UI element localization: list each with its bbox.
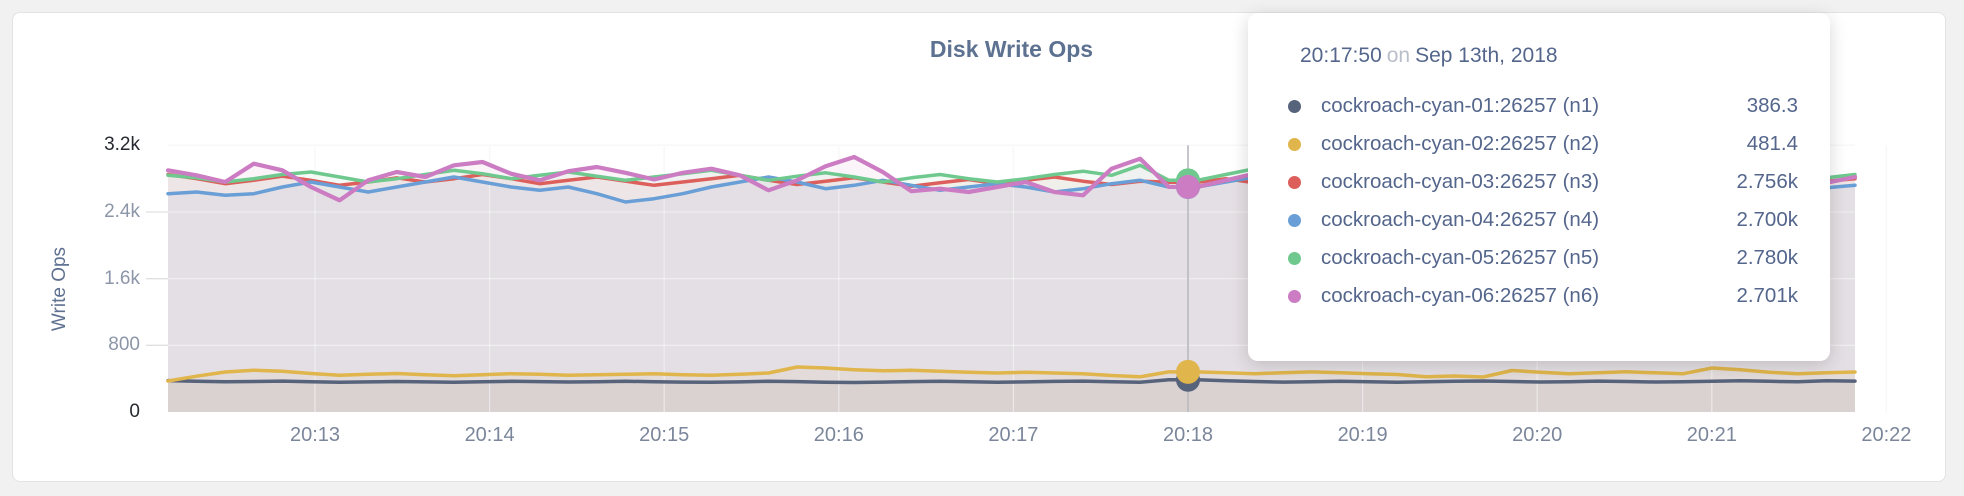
tooltip-on-word: on xyxy=(1386,44,1411,67)
tooltip-timestamp: 20:17:50 on Sep 13th, 2018 xyxy=(1300,41,1814,71)
series-color-dot-icon xyxy=(1288,175,1301,189)
x-tick-label: 20:14 xyxy=(464,424,515,446)
tooltip-series-row: cockroach-cyan-02:26257 (n2) 481.4 xyxy=(1288,125,1814,163)
y-tick-label: 3.2k xyxy=(104,134,140,156)
x-tick-label: 20:13 xyxy=(289,424,341,446)
series-value: 2.756k xyxy=(1736,170,1798,193)
y-tick-label: 0 xyxy=(129,401,140,422)
tooltip-series-row: cockroach-cyan-03:26257 (n3) 2.756k xyxy=(1288,163,1814,201)
x-tick-label: 20:22 xyxy=(1861,424,1912,446)
series-value: 2.701k xyxy=(1736,284,1798,307)
tooltip-series-list: cockroach-cyan-01:26257 (n1) 386.3 cockroa… xyxy=(1288,87,1814,315)
x-tick-label: 20:16 xyxy=(813,424,864,446)
y-tick-label: 2.4k xyxy=(104,201,140,222)
series-line-n1 xyxy=(166,378,1857,385)
chart-title: Disk Write Ops xyxy=(929,36,1094,62)
series-value: 2.700k xyxy=(1736,208,1798,231)
series-color-dot-icon xyxy=(1288,289,1301,303)
y-tick-label: 800 xyxy=(108,334,140,356)
series-color-dot-icon xyxy=(1288,213,1301,227)
series-value: 481.4 xyxy=(1746,132,1798,155)
tooltip-series-row: cockroach-cyan-05:26257 (n5) 2.780k xyxy=(1288,239,1814,277)
tooltip-series-row: cockroach-cyan-06:26257 (n6) 2.701k xyxy=(1288,277,1814,315)
series-area-n1 xyxy=(168,379,1855,412)
x-tick-label: 20:19 xyxy=(1337,424,1388,446)
tooltip-time: 20:17:50 xyxy=(1300,44,1382,67)
hover-dot-n6 xyxy=(1176,174,1200,199)
series-name: cockroach-cyan-02:26257 (n2) xyxy=(1321,132,1600,155)
series-name: cockroach-cyan-03:26257 (n3) xyxy=(1321,170,1600,193)
tooltip-date: Sep 13th, 2018 xyxy=(1415,44,1558,67)
tooltip-series-row: cockroach-cyan-01:26257 (n1) 386.3 xyxy=(1288,87,1814,125)
x-tick-label: 20:21 xyxy=(1686,424,1737,446)
hover-dot-n2 xyxy=(1176,359,1200,384)
series-color-dot-icon xyxy=(1288,251,1301,265)
series-name: cockroach-cyan-06:26257 (n6) xyxy=(1321,284,1600,307)
series-name: cockroach-cyan-05:26257 (n5) xyxy=(1321,246,1600,269)
series-value: 2.780k xyxy=(1736,246,1798,269)
x-tick-label: 20:17 xyxy=(988,424,1039,446)
series-name: cockroach-cyan-01:26257 (n1) xyxy=(1321,94,1600,117)
y-tick-label: 1.6k xyxy=(104,267,140,289)
series-value: 386.3 xyxy=(1746,94,1798,117)
series-color-dot-icon xyxy=(1288,137,1301,151)
x-tick-label: 20:18 xyxy=(1162,424,1214,446)
x-tick-label: 20:20 xyxy=(1512,424,1563,446)
hover-tooltip: 20:17:50 on Sep 13th, 2018 cockroach-cyan-… xyxy=(1248,13,1830,361)
series-line-n2 xyxy=(166,365,1857,383)
tooltip-series-row: cockroach-cyan-04:26257 (n4) 2.700k xyxy=(1288,201,1814,239)
series-color-dot-icon xyxy=(1288,99,1301,113)
x-tick-label: 20:15 xyxy=(639,424,690,446)
series-name: cockroach-cyan-04:26257 (n4) xyxy=(1321,208,1600,231)
